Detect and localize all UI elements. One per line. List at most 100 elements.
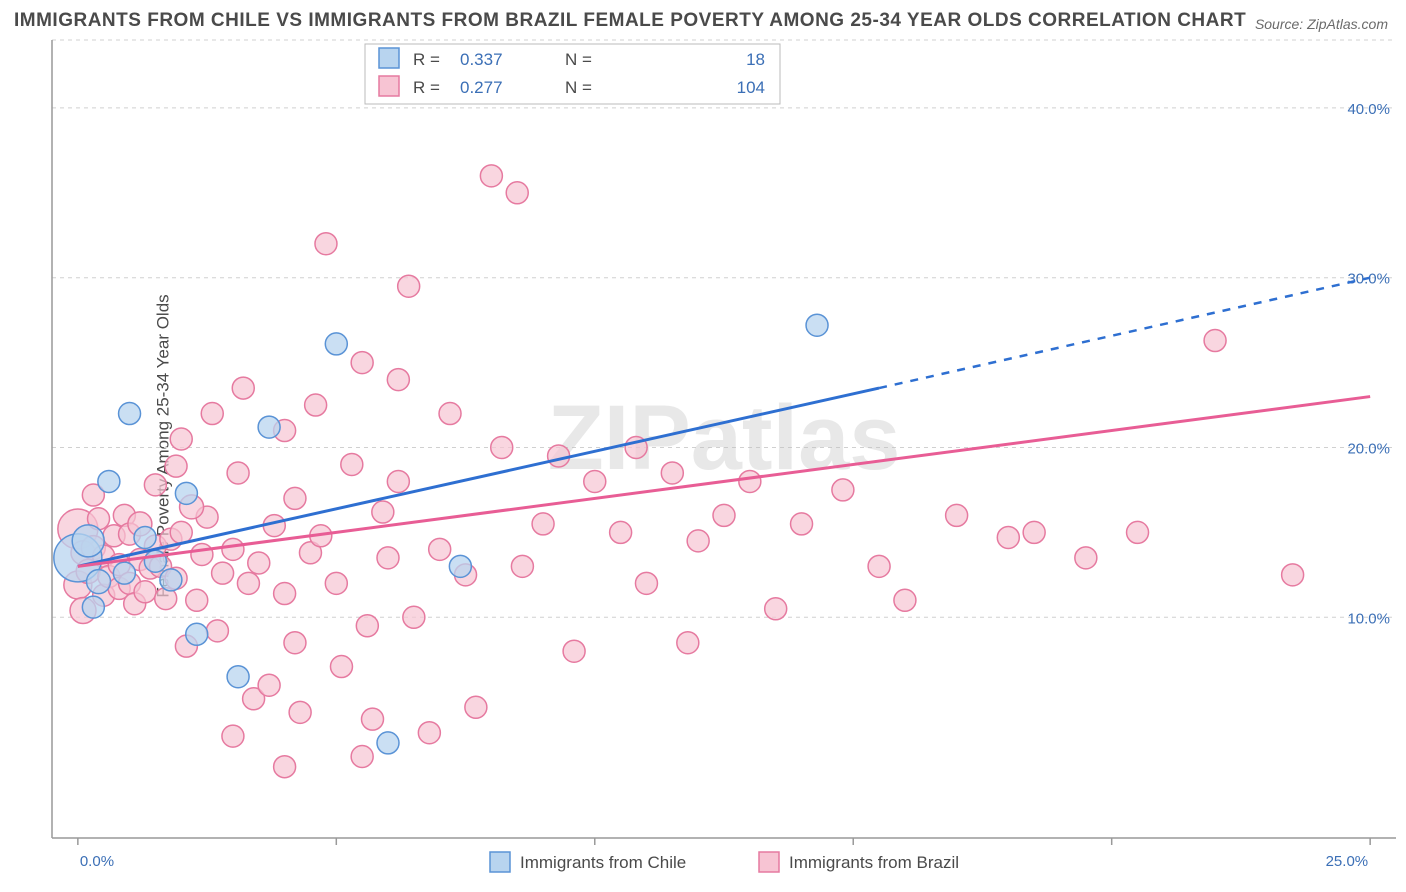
scatter-point <box>284 487 306 509</box>
scatter-point <box>429 538 451 560</box>
scatter-point <box>341 453 363 475</box>
scatter-point <box>1127 521 1149 543</box>
scatter-point <box>713 504 735 526</box>
scatter-point <box>274 756 296 778</box>
scatter-point <box>506 182 528 204</box>
scatter-point <box>186 589 208 611</box>
legend-series-label: Immigrants from Chile <box>520 853 686 872</box>
legend-swatch <box>490 852 510 872</box>
scatter-point <box>377 732 399 754</box>
y-tick-label: 40.0% <box>1347 101 1390 118</box>
scatter-point <box>584 470 606 492</box>
scatter-point <box>377 547 399 569</box>
scatter-point <box>832 479 854 501</box>
legend-n-label: N = <box>565 50 592 69</box>
scatter-point <box>237 572 259 594</box>
y-tick-label: 20.0% <box>1347 440 1390 457</box>
scatter-point <box>165 455 187 477</box>
scatter-point <box>284 632 306 654</box>
scatter-point <box>868 555 890 577</box>
legend-n-value: 18 <box>746 50 765 69</box>
scatter-point <box>248 552 270 574</box>
scatter-point <box>201 403 223 425</box>
scatter-point <box>191 543 213 565</box>
scatter-point <box>119 403 141 425</box>
scatter-point <box>1023 521 1045 543</box>
trend-line-extrapolated <box>879 278 1370 388</box>
scatter-point <box>1204 330 1226 352</box>
scatter-point <box>305 394 327 416</box>
legend-swatch <box>759 852 779 872</box>
scatter-point <box>356 615 378 637</box>
scatter-point <box>206 620 228 642</box>
scatter-point <box>289 701 311 723</box>
legend-r-label: R = <box>413 50 440 69</box>
scatter-point <box>439 403 461 425</box>
scatter-point <box>351 352 373 374</box>
scatter-point <box>465 696 487 718</box>
legend-series-label: Immigrants from Brazil <box>789 853 959 872</box>
x-tick-label: 25.0% <box>1326 853 1369 870</box>
scatter-point <box>113 562 135 584</box>
scatter-point <box>274 583 296 605</box>
scatter-point <box>351 746 373 768</box>
scatter-point <box>997 526 1019 548</box>
scatter-point <box>144 474 166 496</box>
scatter-point <box>372 501 394 523</box>
scatter-point <box>403 606 425 628</box>
legend-r-label: R = <box>413 78 440 97</box>
scatter-point <box>134 581 156 603</box>
scatter-point <box>511 555 533 577</box>
scatter-point <box>387 470 409 492</box>
scatter-point <box>398 275 420 297</box>
scatter-point <box>687 530 709 552</box>
x-tick-label: 0.0% <box>80 853 114 870</box>
scatter-point <box>82 596 104 618</box>
scatter-point <box>175 482 197 504</box>
scatter-point <box>227 462 249 484</box>
scatter-point <box>325 333 347 355</box>
scatter-point <box>330 656 352 678</box>
scatter-point <box>548 445 570 467</box>
scatter-point <box>160 569 182 591</box>
scatter-point <box>418 722 440 744</box>
scatter-point <box>212 562 234 584</box>
legend-n-label: N = <box>565 78 592 97</box>
scatter-point <box>72 525 104 557</box>
scatter-point <box>677 632 699 654</box>
scatter-point <box>765 598 787 620</box>
scatter-point <box>232 377 254 399</box>
legend-swatch <box>379 48 399 68</box>
legend-r-value: 0.337 <box>460 50 503 69</box>
scatter-point <box>661 462 683 484</box>
correlation-scatter-chart: 10.0%20.0%30.0%40.0%0.0%25.0%ZIPatlasR =… <box>0 0 1406 892</box>
scatter-point <box>227 666 249 688</box>
scatter-point <box>258 416 280 438</box>
scatter-point <box>361 708 383 730</box>
scatter-point <box>739 470 761 492</box>
scatter-point <box>325 572 347 594</box>
scatter-point <box>222 725 244 747</box>
scatter-point <box>610 521 632 543</box>
scatter-point <box>946 504 968 526</box>
scatter-point <box>563 640 585 662</box>
scatter-point <box>170 521 192 543</box>
scatter-point <box>1282 564 1304 586</box>
scatter-point <box>144 550 166 572</box>
scatter-point <box>98 470 120 492</box>
y-tick-label: 10.0% <box>1347 610 1390 627</box>
scatter-point <box>791 513 813 535</box>
scatter-point <box>170 428 192 450</box>
scatter-point <box>222 538 244 560</box>
scatter-point <box>806 314 828 336</box>
scatter-point <box>532 513 554 535</box>
scatter-point <box>894 589 916 611</box>
scatter-point <box>491 436 513 458</box>
scatter-point <box>134 526 156 548</box>
scatter-point <box>258 674 280 696</box>
scatter-point <box>87 570 111 594</box>
scatter-point <box>387 369 409 391</box>
scatter-point <box>635 572 657 594</box>
scatter-point <box>1075 547 1097 569</box>
legend-swatch <box>379 76 399 96</box>
